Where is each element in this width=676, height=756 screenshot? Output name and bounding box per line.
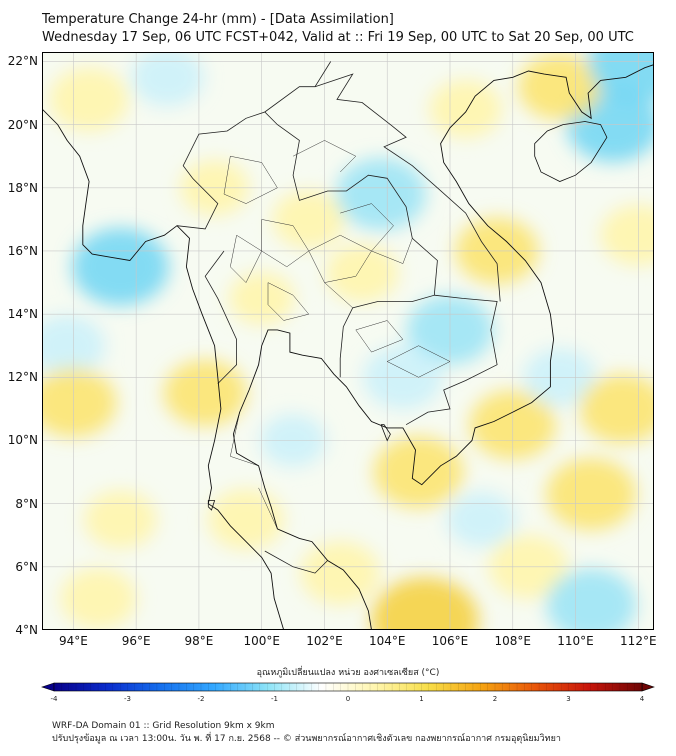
- field-blob: [272, 190, 346, 249]
- colorbar-ramp: [53, 682, 643, 692]
- map-canvas: [42, 52, 654, 630]
- province-boundary: [258, 487, 278, 530]
- lon-tick-label: 100°E: [243, 634, 280, 648]
- field-blob: [446, 491, 516, 548]
- province-boundary: [230, 412, 259, 467]
- field-blob: [42, 368, 117, 438]
- field-blob: [579, 374, 654, 444]
- field-blob: [588, 52, 654, 102]
- colorbar-tick-label: 0: [346, 695, 350, 703]
- province-boundary: [340, 203, 394, 252]
- field-blob: [60, 568, 137, 629]
- colorbar-tick-label: -1: [271, 695, 278, 703]
- province-boundary: [267, 282, 310, 321]
- field-blob: [600, 204, 654, 266]
- island-outline: [207, 500, 216, 511]
- lon-tick-label: 106°E: [431, 634, 469, 648]
- chart-subtitle: Wednesday 17 Sep, 06 UTC FCST+042, Valid…: [42, 30, 634, 45]
- province-boundary: [387, 345, 451, 378]
- colorbar-tick-label: 1: [419, 695, 423, 703]
- country-border: [314, 73, 501, 302]
- lon-tick-label: 96°E: [121, 634, 151, 648]
- province-boundary: [223, 155, 278, 204]
- lon-tick-label: 108°E: [494, 634, 532, 648]
- lon-tick-label: 94°E: [58, 634, 88, 648]
- province-boundary: [308, 234, 372, 283]
- country-border: [264, 550, 328, 574]
- geography: [42, 61, 654, 630]
- lat-tick-label: 22°N: [7, 54, 38, 69]
- map-border: [42, 52, 654, 630]
- colorbar-tick-label: 4: [640, 695, 645, 703]
- colorbar: อุณหภูมิเปลี่ยนแปลง หน่วย องศาเซลเซียส (…: [41, 665, 655, 703]
- chart-title: Temperature Change 24-hr (mm) - [Data As…: [42, 12, 394, 27]
- lat-tick-label: 8°N: [15, 496, 38, 511]
- lon-tick-label: 104°E: [368, 634, 406, 648]
- province-boundary: [230, 234, 263, 284]
- colorbar-tick-label: 2: [493, 695, 497, 703]
- field-blob: [546, 568, 637, 630]
- country-border: [204, 250, 237, 384]
- lat-tick-label: 18°N: [7, 180, 38, 195]
- province-boundary: [324, 282, 353, 308]
- colorbar-tick-label: 3: [566, 695, 570, 703]
- lat-tick-label: 16°N: [7, 243, 38, 258]
- island-outline: [534, 121, 608, 182]
- field-blob: [163, 359, 247, 427]
- lat-tick-label: 6°N: [15, 559, 38, 574]
- field-blob: [373, 436, 464, 509]
- gridlines: [42, 52, 654, 630]
- colorbar-max-arrow: [641, 682, 655, 692]
- province-boundary: [261, 219, 310, 268]
- colorbar-tick-label: -4: [51, 695, 59, 703]
- island-outline: [380, 424, 391, 442]
- field-blob: [300, 541, 380, 605]
- field-blob: [546, 458, 637, 531]
- country-border: [264, 61, 332, 113]
- field-blob: [208, 489, 284, 550]
- field-blobs: [42, 52, 654, 630]
- footer-model-info: WRF-DA Domain 01 :: Grid Resolution 9km …: [52, 721, 275, 731]
- province-boundary: [292, 140, 357, 173]
- field-blob: [84, 490, 157, 549]
- coastline: [42, 108, 285, 630]
- lon-tick-label: 112°E: [620, 634, 657, 648]
- temperature-field: [42, 52, 654, 630]
- colorbar-tick-label: -3: [124, 695, 131, 703]
- field-blob: [325, 244, 399, 303]
- field-blob: [518, 53, 602, 120]
- lon-tick-label: 102°E: [306, 634, 343, 648]
- field-blob: [71, 227, 169, 306]
- colorbar-tick-label: -2: [198, 695, 205, 703]
- province-boundary: [371, 238, 413, 264]
- field-blob: [371, 577, 479, 630]
- country-border: [176, 111, 438, 378]
- field-blob: [131, 52, 204, 107]
- footer-credit: ปรับปรุงข้อมูล ณ เวลา 13:00น. วัน พ. ที่…: [52, 734, 561, 744]
- coastline: [232, 64, 654, 630]
- province-boundary: [355, 320, 404, 353]
- lat-tick-label: 14°N: [7, 307, 38, 322]
- map-frame: [42, 52, 654, 636]
- field-blob: [49, 67, 129, 132]
- lon-tick-label: 110°E: [557, 634, 594, 648]
- lat-tick-label: 12°N: [7, 370, 38, 385]
- lon-tick-label: 98°E: [184, 634, 214, 648]
- country-border: [405, 294, 498, 426]
- colorbar-min-arrow: [41, 682, 55, 692]
- field-blob: [335, 158, 426, 231]
- lat-tick-label: 20°N: [7, 117, 38, 132]
- colorbar-label: อุณหภูมิเปลี่ยนแปลง หน่วย องศาเซลเซียส (…: [257, 665, 440, 678]
- lat-tick-label: 4°N: [15, 623, 38, 637]
- field-blob: [429, 79, 502, 138]
- lat-tick-label: 10°N: [7, 433, 38, 448]
